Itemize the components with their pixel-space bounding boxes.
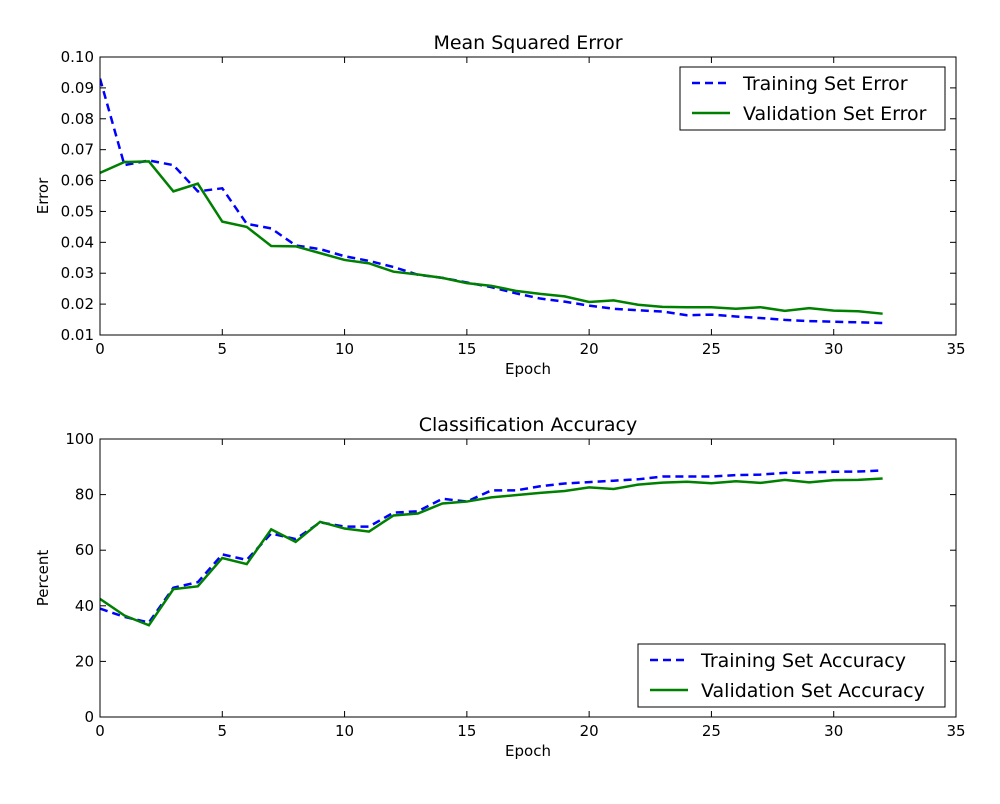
y-tick-label: 0.09 xyxy=(61,79,94,97)
legend-label-1: Training Set Accuracy xyxy=(700,650,906,672)
y-axis-label: Percent xyxy=(34,550,52,607)
y-tick-label: 0.07 xyxy=(61,141,94,159)
y-tick-label: 40 xyxy=(75,597,94,615)
series-line-2 xyxy=(100,477,883,627)
x-tick-label: 35 xyxy=(946,722,965,740)
y-axis-label: Error xyxy=(34,177,52,214)
x-tick-label: 0 xyxy=(95,340,105,358)
y-tick-label: 0.04 xyxy=(61,233,94,251)
series-line-1 xyxy=(100,469,883,624)
plot-frame xyxy=(99,438,957,718)
y-tick-label: 0.08 xyxy=(61,110,94,128)
chart-panel-2: Classification Accuracy 0 5 10 15 20 25 30 35 0 20… xyxy=(34,414,966,760)
chart-panel-1: Mean Squared Error 0 5 10 15 20 25 30 35 0.01 0.02… xyxy=(34,32,966,378)
chart-title: Mean Squared Error xyxy=(433,32,622,54)
x-tick-label: 10 xyxy=(335,340,354,358)
y-tick-label: 0.01 xyxy=(61,326,94,344)
legend: Training Set Accuracy Validation Set Accu… xyxy=(637,643,946,708)
x-tick-label: 25 xyxy=(702,722,721,740)
chart-title: Classification Accuracy xyxy=(419,414,638,436)
x-tick-label: 35 xyxy=(946,340,965,358)
x-tick-label: 25 xyxy=(702,340,721,358)
x-tick-label: 10 xyxy=(335,722,354,740)
y-tick-label: 0.02 xyxy=(61,295,94,313)
x-axis-label: Epoch xyxy=(505,742,551,760)
y-tick-label: 0.10 xyxy=(61,48,94,66)
x-tick-label: 5 xyxy=(218,340,228,358)
x-tick-label: 30 xyxy=(824,722,843,740)
y-tick-label: 20 xyxy=(75,652,94,670)
x-axis-label: Epoch xyxy=(505,360,551,378)
x-tick-label: 20 xyxy=(580,340,599,358)
legend-label-1: Training Set Error xyxy=(742,73,908,95)
x-tick-label: 5 xyxy=(218,722,228,740)
y-tick-label: 0 xyxy=(84,708,94,726)
y-tick-label: 0.03 xyxy=(61,264,94,282)
plot-frame xyxy=(99,56,957,336)
x-tick-label: 15 xyxy=(457,722,476,740)
y-tick-label: 0.06 xyxy=(61,172,94,190)
x-tick-label: 15 xyxy=(457,340,476,358)
legend-label-2: Validation Set Accuracy xyxy=(701,680,925,702)
x-tick-label: 0 xyxy=(95,722,105,740)
x-tick-label: 30 xyxy=(824,340,843,358)
y-tick-label: 100 xyxy=(65,430,94,448)
y-tick-label: 0.05 xyxy=(61,202,94,220)
legend-box xyxy=(679,66,946,131)
y-tick-label: 80 xyxy=(75,486,94,504)
x-tick-label: 20 xyxy=(580,722,599,740)
legend-label-2: Validation Set Error xyxy=(743,103,927,125)
y-tick-label: 60 xyxy=(75,541,94,559)
series-line-2 xyxy=(100,160,883,315)
legend: Training Set Error Validation Set Error xyxy=(679,66,946,131)
legend-box xyxy=(637,643,946,708)
